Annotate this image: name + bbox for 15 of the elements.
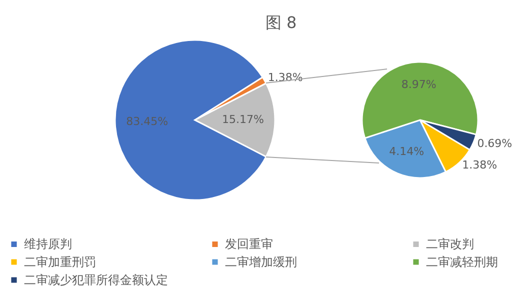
data-label: 83.45% xyxy=(126,115,168,128)
legend-label: 二审减轻刑期 xyxy=(426,255,498,269)
data-label: 1.38% xyxy=(268,71,303,84)
legend-label: 二审减少犯罪所得金额认定 xyxy=(24,273,168,287)
legend-label: 二审加重刑罚 xyxy=(24,255,96,269)
data-label: 0.69% xyxy=(477,136,512,150)
data-label: 8.97% xyxy=(401,78,436,92)
legend-label: 维持原判 xyxy=(24,237,72,252)
data-label: 1.38% xyxy=(462,158,498,172)
chart-title: 图 8 xyxy=(265,13,297,32)
legend-label: 发回重审 xyxy=(225,237,273,252)
data-label: 4.14% xyxy=(389,145,424,158)
data-label: 15.17% xyxy=(222,112,264,126)
legend-label: 二审增加缓刑 xyxy=(225,255,297,269)
legend-label: 二审改判 xyxy=(426,237,474,252)
